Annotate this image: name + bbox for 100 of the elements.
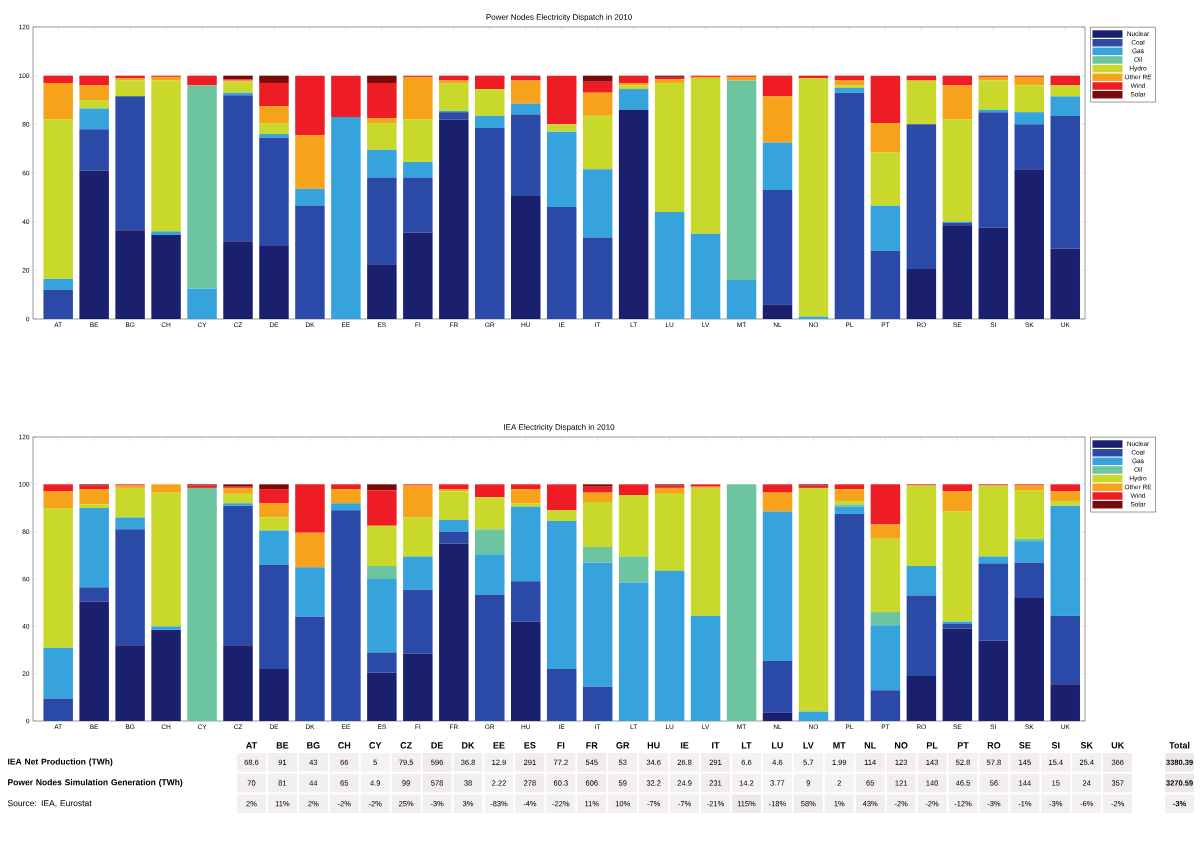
bar	[403, 517, 433, 557]
bar	[582, 484, 613, 487]
bar	[510, 114, 541, 197]
bar	[187, 288, 217, 319]
bar	[1014, 169, 1045, 319]
x-tick-label: SE	[1019, 742, 1031, 749]
x-tick-label: CZ	[400, 742, 412, 749]
bar	[978, 227, 1009, 319]
bar	[259, 245, 289, 319]
x-tick-label: LU	[771, 742, 783, 749]
bar	[151, 235, 181, 319]
x-tick-label: LV	[803, 742, 814, 749]
bar	[43, 647, 73, 699]
bar	[798, 487, 829, 712]
bar	[762, 660, 793, 713]
bar	[115, 645, 145, 721]
bar	[618, 89, 649, 110]
bar	[870, 484, 901, 525]
bar	[582, 492, 613, 503]
x-tick-label: MT	[833, 742, 846, 749]
bar	[79, 108, 109, 130]
bar	[295, 188, 325, 206]
bar	[906, 565, 937, 596]
bar	[79, 489, 109, 505]
bar	[546, 124, 577, 132]
bar	[1014, 124, 1045, 170]
bar	[295, 616, 325, 721]
bar	[870, 690, 901, 721]
x-tick-label: LT	[741, 742, 752, 749]
bar	[259, 134, 289, 138]
bar	[510, 75, 541, 81]
bar	[223, 505, 253, 646]
bar	[582, 75, 613, 82]
bar	[942, 484, 973, 492]
bar	[690, 487, 721, 616]
x-tick-label: IT	[712, 742, 720, 749]
bar	[1050, 684, 1080, 721]
bar	[367, 672, 397, 721]
bar	[367, 579, 397, 653]
bar	[79, 587, 109, 602]
bar	[367, 490, 397, 526]
x-tick-label: SK	[1080, 742, 1093, 749]
bar	[942, 628, 973, 721]
bar	[79, 85, 109, 100]
bar	[259, 137, 289, 246]
bar	[834, 85, 865, 88]
bar	[1050, 115, 1080, 249]
bar	[978, 640, 1009, 721]
x-tick-label: Total	[1169, 741, 1190, 749]
bar	[439, 519, 469, 532]
bar	[510, 80, 541, 104]
bar	[942, 119, 973, 222]
bar	[1050, 484, 1080, 492]
bar	[439, 119, 469, 319]
bar	[439, 112, 469, 120]
x-tick-label: UK	[1111, 742, 1125, 749]
bar	[654, 82, 685, 212]
bar	[475, 89, 505, 116]
bar	[906, 124, 937, 270]
bar	[1014, 597, 1045, 721]
bar	[151, 231, 181, 236]
bar	[367, 177, 397, 265]
bar	[834, 75, 865, 81]
bar	[690, 78, 721, 234]
bar	[546, 75, 577, 125]
bar	[1050, 615, 1080, 685]
bar	[870, 524, 901, 539]
bar	[367, 118, 397, 124]
y-tick-label: Source: IEA, Eurostat	[7, 800, 92, 808]
bar	[295, 484, 325, 533]
bar	[259, 517, 289, 531]
bar	[367, 264, 397, 319]
bar	[259, 503, 289, 518]
y-tick-label: Power Nodes Simulation Generation (TWh)	[8, 779, 183, 787]
x-tick-label: CY	[369, 742, 382, 749]
bar	[1014, 490, 1045, 539]
bar	[1050, 500, 1080, 506]
x-tick-label: NL	[864, 742, 876, 749]
bar	[762, 304, 793, 319]
bar	[762, 75, 793, 97]
bar	[762, 492, 793, 512]
bar	[367, 652, 397, 673]
bar	[726, 484, 757, 721]
bar	[726, 280, 757, 319]
bar	[367, 123, 397, 150]
bar	[546, 668, 577, 721]
bar	[223, 645, 253, 721]
bar	[762, 190, 793, 305]
x-tick-label: FR	[586, 742, 598, 749]
bar	[546, 207, 577, 319]
bar	[654, 493, 685, 571]
bar	[870, 625, 901, 691]
bar	[295, 567, 325, 617]
x-tick-label: FI	[557, 742, 565, 749]
bar	[259, 106, 289, 124]
bar	[546, 510, 577, 522]
bar	[367, 82, 397, 119]
bar	[834, 489, 865, 501]
bar	[79, 508, 109, 588]
bar	[475, 497, 505, 530]
